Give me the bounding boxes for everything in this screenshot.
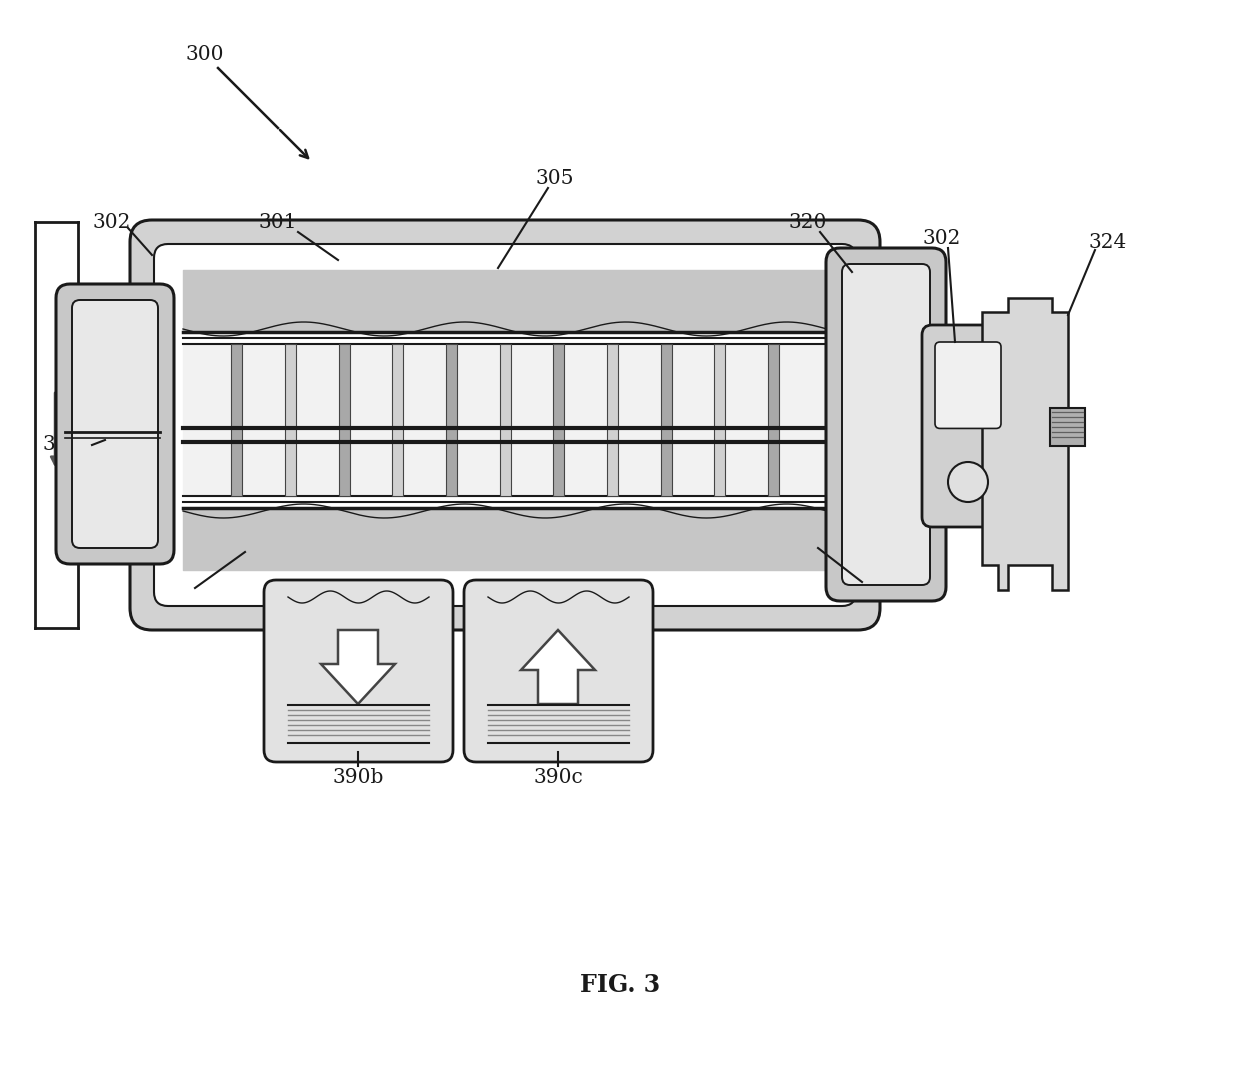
Bar bbox=[285, 344, 296, 496]
Polygon shape bbox=[321, 630, 396, 704]
Text: 305: 305 bbox=[536, 169, 574, 187]
Polygon shape bbox=[521, 630, 595, 704]
FancyBboxPatch shape bbox=[923, 325, 1014, 528]
Text: 302: 302 bbox=[93, 213, 131, 231]
Text: 322: 322 bbox=[43, 436, 81, 454]
FancyBboxPatch shape bbox=[154, 244, 856, 606]
Text: 310: 310 bbox=[863, 578, 901, 598]
FancyBboxPatch shape bbox=[72, 301, 157, 548]
Bar bbox=[553, 344, 564, 496]
Circle shape bbox=[949, 462, 988, 502]
FancyBboxPatch shape bbox=[264, 580, 453, 762]
Bar bbox=[1050, 408, 1085, 446]
Bar bbox=[606, 344, 618, 496]
Bar bbox=[446, 344, 456, 496]
FancyBboxPatch shape bbox=[464, 580, 653, 762]
Bar bbox=[500, 344, 511, 496]
Bar bbox=[768, 344, 779, 496]
Text: 305: 305 bbox=[159, 587, 197, 605]
Text: FIG. 3: FIG. 3 bbox=[580, 973, 660, 997]
Polygon shape bbox=[982, 298, 1068, 590]
Text: 302: 302 bbox=[923, 228, 961, 248]
Text: 390b: 390b bbox=[332, 768, 383, 787]
Text: 324: 324 bbox=[1089, 232, 1127, 252]
Bar bbox=[339, 344, 350, 496]
FancyBboxPatch shape bbox=[842, 264, 930, 585]
Bar bbox=[392, 344, 403, 496]
Text: 390c: 390c bbox=[533, 768, 583, 787]
Bar bbox=[231, 344, 242, 496]
FancyBboxPatch shape bbox=[56, 284, 174, 564]
Bar bbox=[661, 344, 672, 496]
FancyBboxPatch shape bbox=[935, 342, 1001, 428]
Text: 301: 301 bbox=[259, 213, 298, 231]
FancyBboxPatch shape bbox=[826, 248, 946, 601]
Bar bbox=[714, 344, 725, 496]
FancyBboxPatch shape bbox=[130, 221, 880, 630]
Text: 300: 300 bbox=[186, 45, 224, 65]
Text: 320: 320 bbox=[789, 213, 827, 231]
